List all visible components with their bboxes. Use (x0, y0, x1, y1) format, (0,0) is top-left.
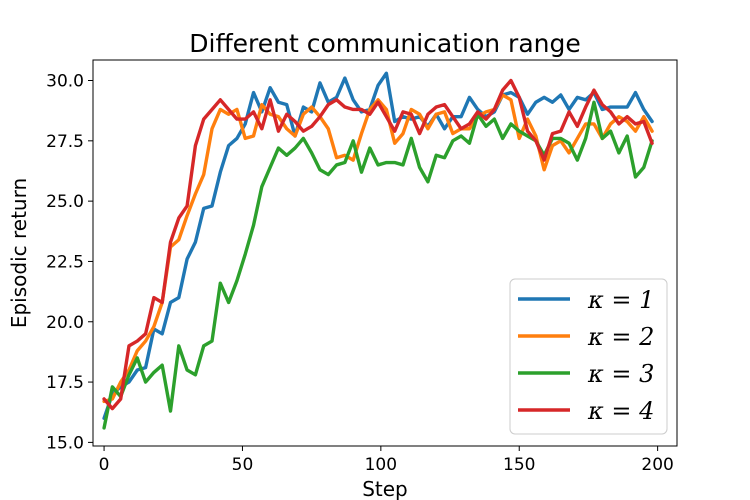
x-tick-label: 50 (232, 455, 254, 475)
x-tick-label: 100 (365, 455, 397, 475)
y-tick-label: 27.5 (46, 132, 84, 152)
legend: κ = 1 κ = 2 κ = 3 κ = 4 (509, 278, 668, 435)
y-tick-label: 22.5 (46, 252, 84, 272)
legend-label-kappa-4: κ = 4 (587, 397, 654, 425)
y-tick-label: 30.0 (46, 72, 84, 92)
chart-title: Different communication range (189, 29, 580, 58)
plot-frame (92, 59, 678, 447)
y-axis: 15.0 17.5 20.0 22.5 25.0 27.5 30.0 (46, 72, 93, 453)
x-tick-label: 0 (99, 455, 110, 475)
y-tick-label: 25.0 (46, 192, 84, 212)
x-axis-label: Step (362, 477, 408, 500)
series-line-kappa-3 (102, 100, 654, 430)
series-layer (102, 71, 654, 430)
legend-label-kappa-1: κ = 1 (587, 286, 654, 314)
legend-label-kappa-2: κ = 2 (587, 323, 654, 351)
series-line-kappa-4 (102, 78, 654, 411)
y-tick-label: 17.5 (46, 373, 84, 393)
x-tick-label: 200 (641, 455, 673, 475)
y-tick-label: 20.0 (46, 313, 84, 333)
x-axis: 0 50 100 150 200 (99, 446, 674, 475)
legend-box (509, 278, 668, 435)
legend-label-kappa-3: κ = 3 (587, 360, 654, 388)
y-tick-label: 15.0 (46, 433, 84, 453)
x-tick-label: 150 (503, 455, 535, 475)
series-line-kappa-2 (102, 93, 654, 404)
series-line-kappa-1 (102, 71, 654, 420)
y-axis-label: Episodic return (7, 178, 31, 328)
